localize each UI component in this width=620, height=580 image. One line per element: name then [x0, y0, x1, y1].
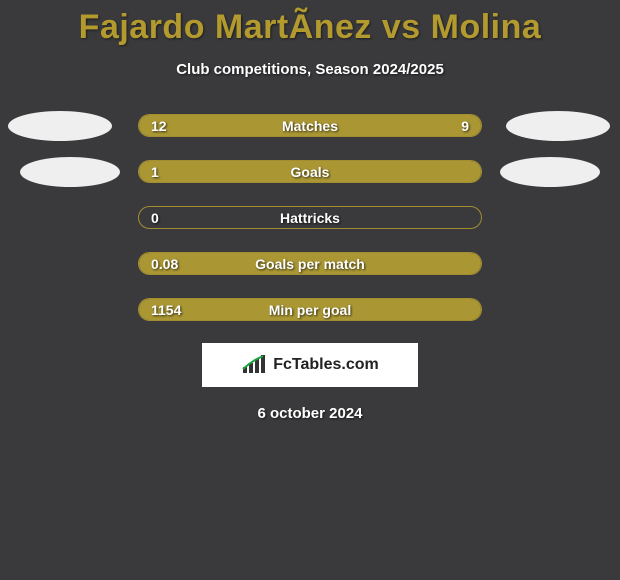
stat-bar: 1154Min per goal — [138, 298, 482, 321]
stat-row: 0.08Goals per match — [0, 252, 620, 275]
subtitle: Club competitions, Season 2024/2025 — [0, 61, 620, 78]
page-title: Fajardo MartÃ­nez vs Molina — [0, 0, 620, 47]
stat-row: 12Matches9 — [0, 114, 620, 137]
brand-label: FcTables.com — [273, 356, 379, 374]
stat-value-right: 9 — [461, 115, 469, 137]
stat-bar: 0.08Goals per match — [138, 252, 482, 275]
stat-row: 1154Min per goal — [0, 298, 620, 321]
stat-label: Matches — [139, 115, 481, 137]
chart-icon — [241, 355, 267, 375]
player-badge-right — [506, 111, 610, 141]
date-label: 6 october 2024 — [0, 405, 620, 422]
player-badge-right — [500, 157, 600, 187]
stat-bar: 1Goals — [138, 160, 482, 183]
stat-bar: 0Hattricks — [138, 206, 482, 229]
player-badge-left — [8, 111, 112, 141]
stat-label: Hattricks — [139, 207, 481, 229]
stat-label: Min per goal — [139, 299, 481, 321]
brand-box: FcTables.com — [202, 343, 418, 387]
stat-bar: 12Matches9 — [138, 114, 482, 137]
stat-row: 0Hattricks — [0, 206, 620, 229]
stat-label: Goals per match — [139, 253, 481, 275]
stat-rows: 12Matches9 1Goals 0Hattricks 0.08Goals per … — [0, 114, 620, 321]
stat-row: 1Goals — [0, 160, 620, 183]
player-badge-left — [20, 157, 120, 187]
stat-label: Goals — [139, 161, 481, 183]
